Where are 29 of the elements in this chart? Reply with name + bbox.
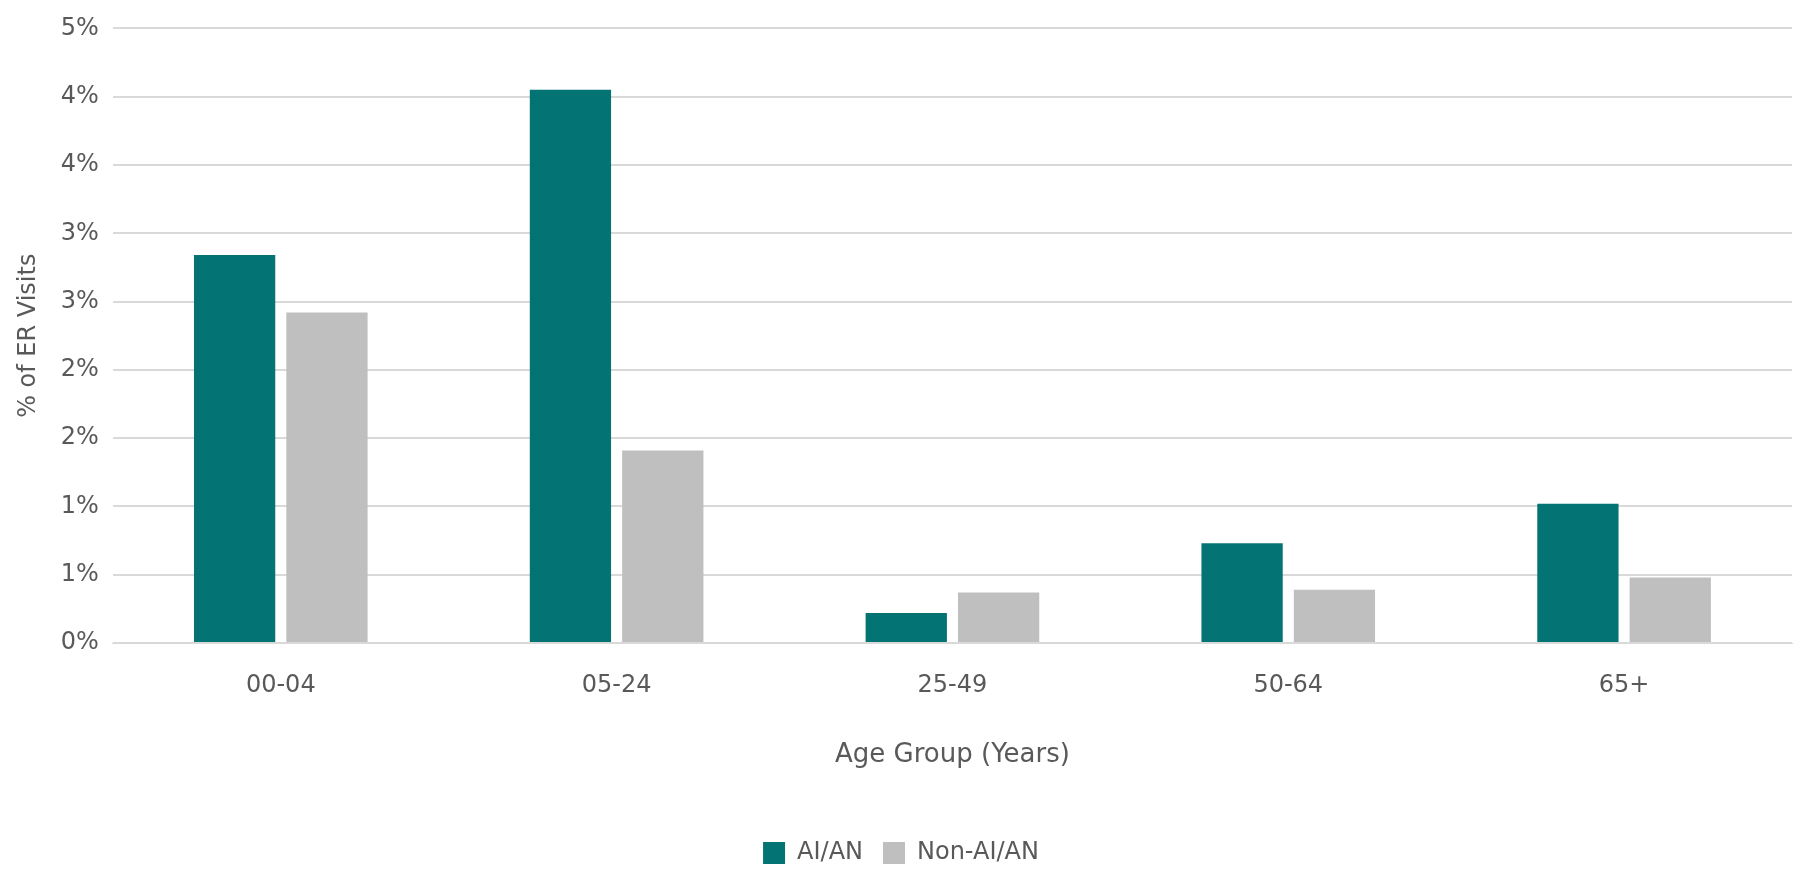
x-tick-label: 25-49	[917, 669, 988, 698]
y-tick-label: 2%	[60, 354, 99, 383]
bar	[1629, 577, 1711, 642]
bar	[1293, 589, 1376, 642]
x-tick-label: 00-04	[245, 669, 316, 698]
y-tick-label: 4%	[60, 80, 99, 109]
y-tick-label: 2%	[60, 422, 99, 451]
x-tick-label: 50-64	[1253, 669, 1324, 698]
bar	[529, 89, 612, 642]
y-tick-label: 1%	[60, 558, 99, 587]
y-axis-title: % of ER Visits	[12, 253, 41, 418]
legend-label: AI/AN	[797, 837, 864, 866]
bar	[193, 255, 276, 642]
legend-label: Non-AI/AN	[917, 837, 1039, 866]
y-tick-label: 3%	[60, 217, 99, 246]
y-tick-label: 4%	[60, 149, 99, 178]
y-tick-label: 0%	[60, 627, 99, 656]
x-tick-label: 05-24	[581, 669, 652, 698]
bar	[865, 612, 947, 642]
bar	[1201, 543, 1283, 642]
bar	[957, 592, 1040, 642]
y-tick-label: 3%	[60, 285, 99, 314]
bar	[622, 450, 704, 642]
x-tick-label: 65+	[1598, 669, 1650, 698]
bar	[286, 312, 368, 642]
y-tick-label: 1%	[60, 490, 99, 519]
bar	[1537, 503, 1619, 642]
y-tick-label: 5%	[60, 12, 99, 41]
x-axis-title: Age Group (Years)	[835, 738, 1070, 769]
